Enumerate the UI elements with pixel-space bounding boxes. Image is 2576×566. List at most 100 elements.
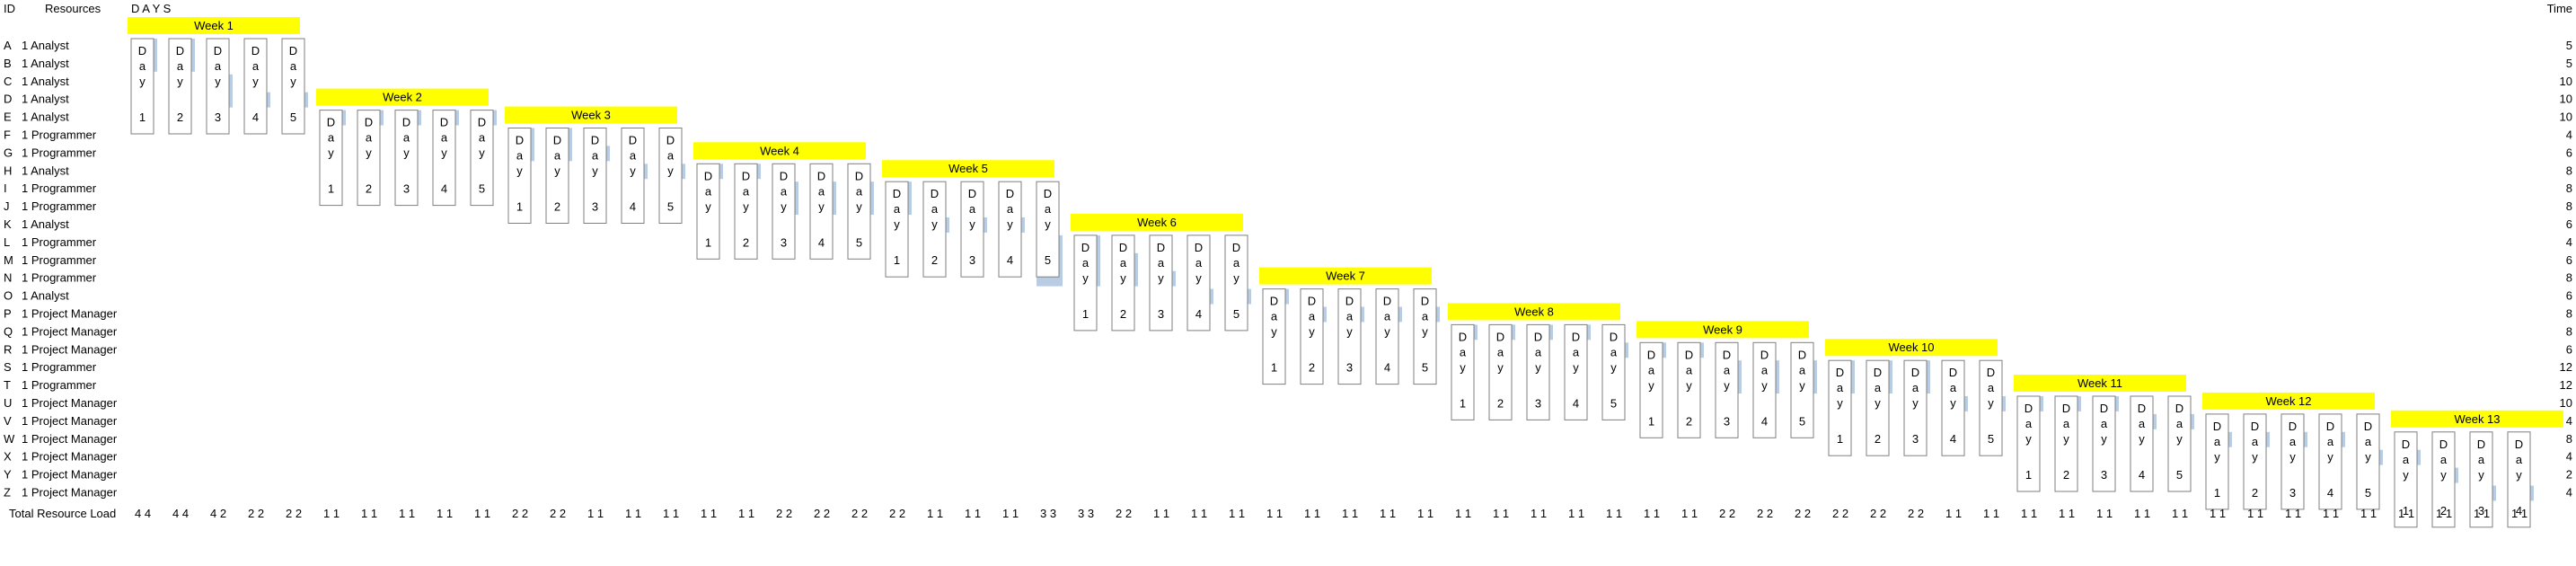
total-load-w3-d3: 1 1 [587,507,604,520]
day-letter: a [252,59,260,73]
day-box-w13-d3: Day 3 [2469,431,2493,528]
task-id-O: O [4,289,13,303]
day-box-w1-d4: Day 4 [243,38,268,135]
day-letter: D [1949,366,1957,379]
total-load-w2-d4: 1 1 [437,507,453,520]
day-letter: D [478,116,486,129]
task-time-F: 4 [2566,128,2572,142]
day-box-w4-d5: Day 5 [847,163,871,260]
day-number: 2 [1875,432,1881,446]
week-label-10: Week 10 [1888,340,1934,354]
day-letter: y [2403,468,2409,482]
day-number: 2 [1309,361,1315,375]
task-resource-D: 1 Analyst [22,93,69,106]
day-letter: y [1535,360,1541,374]
total-load-w10-d2: 2 2 [1870,507,1886,520]
week-band-3 [505,106,677,124]
day-number: 3 [2101,468,2107,482]
day-letter: D [516,134,524,147]
time-header: Time [2547,2,2572,15]
day-box-frame [1601,323,1626,420]
day-letter: y [328,146,334,160]
total-load-w6-d4: 1 1 [1191,507,1207,520]
total-load-w13-d2: 1 1 [2436,507,2452,520]
day-letter: D [1760,348,1769,361]
day-letter: D [1798,348,1806,361]
day-letter: a [2139,417,2146,430]
day-box-frame [960,181,984,278]
day-box-w2-d4: Day 4 [432,110,456,207]
day-number: 4 [252,111,259,124]
day-letter: a [1422,310,1429,323]
day-letter: y [969,217,975,231]
day-box-w3-d4: Day 4 [621,128,645,224]
day-number: 3 [1535,396,1541,410]
total-load-w8-d2: 1 1 [1493,507,1509,520]
total-load-w10-d3: 2 2 [1908,507,1924,520]
task-time-H: 8 [2566,164,2572,177]
day-letter: y [2289,450,2296,464]
task-id-N: N [4,271,12,285]
day-letter: D [704,169,712,182]
day-box-w4-d4: Day 4 [809,163,834,260]
day-letter: y [2478,468,2484,482]
day-letter: D [1044,187,1052,200]
day-number: 3 [2478,504,2484,517]
day-number: 2 [2252,486,2258,500]
task-resource-U: 1 Project Manager [22,396,118,410]
day-letter: a [479,131,486,145]
total-resource-load-label: Total Resource Load [9,507,116,520]
total-load-w8-d1: 1 1 [1455,507,1471,520]
day-box-w13-d2: Day 2 [2431,431,2456,528]
day-letter: y [1950,396,1956,410]
task-resource-L: 1 Programmer [22,235,97,249]
task-time-E: 10 [2560,111,2572,124]
day-number: 3 [1158,307,1164,321]
day-box-w5-d2: Day 2 [922,181,947,278]
day-letter: y [290,75,296,88]
day-box-frame [2431,431,2456,528]
total-load-w4-d2: 1 1 [738,507,754,520]
day-box-w2-d2: Day 2 [357,110,381,207]
day-letter: y [554,164,560,178]
task-time-J: 8 [2566,199,2572,213]
total-load-w6-d3: 1 1 [1153,507,1169,520]
total-load-w5-d2: 1 1 [927,507,943,520]
week-label-3: Week 3 [571,109,611,122]
day-box-w6-d4: Day 4 [1187,234,1211,332]
task-resource-C: 1 Analyst [22,75,69,88]
day-box-frame [1224,234,1248,332]
task-time-L: 4 [2566,235,2572,249]
day-letter: D [1383,295,1391,308]
day-letter: a [2516,453,2523,466]
day-box-frame [1262,288,1286,385]
week-band-4 [693,142,866,160]
day-letter: y [1573,360,1579,374]
day-letter: y [1346,325,1353,339]
day-letter: D [1345,295,1354,308]
task-id-L: L [4,235,10,249]
day-letter: a [667,149,675,163]
day-number: 3 [2289,486,2296,500]
day-letter: y [1233,271,1239,285]
task-resource-B: 1 Analyst [22,57,69,70]
total-load-w1-d3: 4 2 [210,507,226,520]
task-rows: A 1 Analyst 5 B 1 Analyst 5 C 1 Analyst 10 D 1 Ana… [4,39,2572,500]
week-band-9 [1636,321,1809,339]
task-id-T: T [4,378,11,392]
day-letter: D [1610,330,1618,343]
week-band-11 [2014,375,2186,392]
day-box-frame [1639,341,1663,438]
day-box-w13-d4: Day 4 [2507,431,2531,528]
day-number: 5 [1988,432,1994,446]
task-id-V: V [4,414,12,428]
day-number: 4 [1761,414,1768,428]
day-number: 1 [1271,361,1277,375]
day-box-frame [2130,395,2154,492]
day-letter: D [629,134,637,147]
day-box-w9-d4: Day 4 [1752,341,1777,438]
day-box-frame [1903,359,1928,456]
day-box-w13-d1: Day 1 [2394,431,2418,528]
total-load-w11-d2: 1 1 [2059,507,2075,520]
